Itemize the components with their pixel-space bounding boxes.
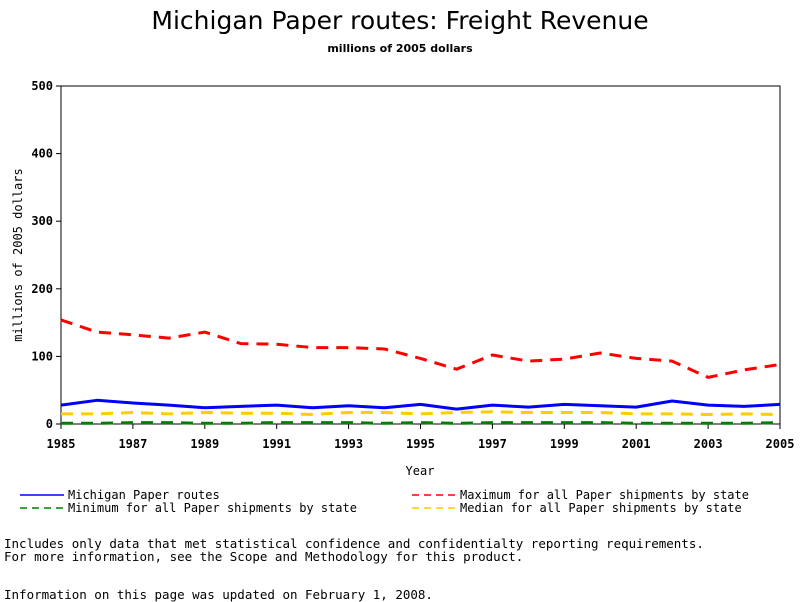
- x-tick-label: 1989: [190, 437, 219, 451]
- legend-label: Michigan Paper routes: [68, 488, 220, 502]
- y-tick-label: 500: [31, 79, 53, 93]
- y-tick-label: 200: [31, 282, 53, 296]
- plot-frame: [60, 85, 781, 425]
- x-tick-label: 1995: [406, 437, 435, 451]
- y-tick-label: 300: [31, 214, 53, 228]
- note-updated: Information on this page was updated on …: [4, 587, 433, 602]
- legend-label: Maximum for all Paper shipments by state: [460, 488, 749, 502]
- legend-swatch: [412, 494, 456, 496]
- y-tick-label: 400: [31, 147, 53, 161]
- x-tick-label: 1999: [550, 437, 579, 451]
- y-tick-label: 100: [31, 349, 53, 363]
- series-line-3: [61, 410, 781, 416]
- legend-label: Median for all Paper shipments by state: [460, 501, 742, 515]
- note-methodology: For more information, see the Scope and …: [4, 549, 524, 564]
- chart-subtitle: millions of 2005 dollars: [327, 42, 473, 55]
- x-tick-label: 2001: [622, 437, 651, 451]
- y-axis-label: millions of 2005 dollars: [11, 168, 25, 341]
- legend-label: Minimum for all Paper shipments by state: [68, 501, 357, 515]
- y-tick-label: 0: [46, 417, 53, 431]
- legend-swatch: [412, 507, 456, 509]
- x-tick-label: 1987: [118, 437, 147, 451]
- x-tick-label: 2005: [766, 437, 795, 451]
- note-confidence: Includes only data that met statistical …: [4, 536, 704, 551]
- series-line-2: [61, 421, 781, 425]
- legend-swatch: [20, 494, 64, 496]
- x-axis-label: Year: [406, 464, 435, 478]
- x-tick-label: 2003: [694, 437, 723, 451]
- line-chart: 0 100 200 300 400 500 1985 1987 1989 1991 1993 1995…: [11, 79, 795, 478]
- x-tick-label: 1997: [478, 437, 507, 451]
- series-line-0: [60, 398, 781, 411]
- x-tick-label: 1993: [334, 437, 363, 451]
- chart-title: Michigan Paper routes: Freight Revenue: [151, 6, 649, 35]
- x-tick-label: 1991: [262, 437, 291, 451]
- legend-swatch: [20, 507, 64, 509]
- series-line-1: [60, 318, 781, 379]
- x-tick-label: 1985: [47, 437, 76, 451]
